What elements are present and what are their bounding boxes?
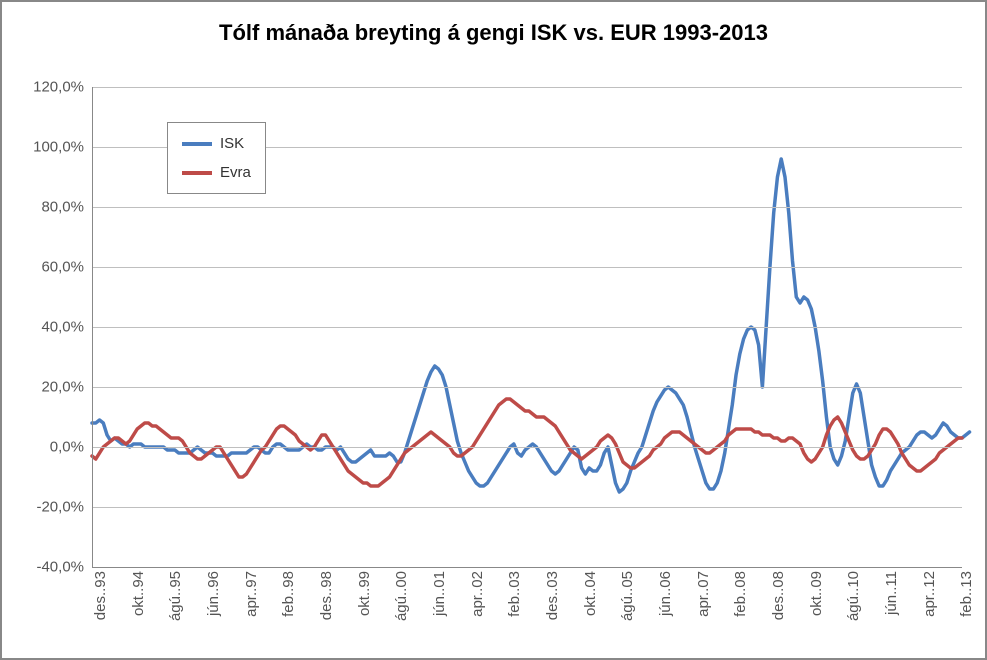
- y-tick-label: 0,0%: [50, 439, 84, 456]
- x-tick-label: okt..99: [356, 571, 373, 616]
- x-tick-label: okt..94: [130, 571, 147, 616]
- chart-frame: Tólf mánaða breyting á gengi ISK vs. EUR…: [0, 0, 987, 660]
- y-tick-label: 20,0%: [41, 379, 84, 396]
- y-tick-label: 120,0%: [33, 79, 84, 96]
- y-tick-label: -20,0%: [36, 499, 84, 516]
- x-tick-label: okt..09: [808, 571, 825, 616]
- x-tick-label: des..98: [318, 571, 335, 620]
- x-tick-label: apr..02: [469, 571, 486, 617]
- x-tick-label: jún..96: [205, 571, 222, 616]
- y-tick-label: 100,0%: [33, 139, 84, 156]
- x-tick-label: ágú..10: [845, 571, 862, 621]
- y-gridline: [92, 507, 962, 508]
- x-tick-label: ágú..95: [167, 571, 184, 621]
- x-tick-label: feb..98: [280, 571, 297, 617]
- x-tick-label: des..03: [544, 571, 561, 620]
- x-tick-label: ágú..05: [619, 571, 636, 621]
- y-axis-line: [92, 87, 93, 567]
- y-gridline: [92, 87, 962, 88]
- chart-title: Tólf mánaða breyting á gengi ISK vs. EUR…: [2, 20, 985, 46]
- x-tick-label: jún..06: [657, 571, 674, 616]
- y-tick-label: 60,0%: [41, 259, 84, 276]
- y-gridline: [92, 387, 962, 388]
- legend-label: ISK: [220, 135, 244, 152]
- legend-label: Evra: [220, 164, 251, 181]
- x-tick-label: feb..08: [732, 571, 749, 617]
- x-tick-label: apr..12: [921, 571, 938, 617]
- x-tick-label: feb..13: [958, 571, 975, 617]
- y-gridline: [92, 267, 962, 268]
- series-isk: [92, 159, 970, 492]
- legend-swatch: [182, 171, 212, 175]
- y-gridline: [92, 327, 962, 328]
- x-tick-label: okt..04: [582, 571, 599, 616]
- legend-swatch: [182, 142, 212, 146]
- x-tick-label: des..93: [92, 571, 109, 620]
- x-tick-label: apr..97: [243, 571, 260, 617]
- series-evra: [92, 399, 962, 486]
- x-tick-label: jún..01: [431, 571, 448, 616]
- y-gridline: [92, 447, 962, 448]
- legend-item: Evra: [182, 158, 251, 187]
- x-tick-label: ágú..00: [393, 571, 410, 621]
- legend-item: ISK: [182, 129, 251, 158]
- x-tick-label: des..08: [770, 571, 787, 620]
- x-tick-label: feb..03: [506, 571, 523, 617]
- legend: ISK Evra: [167, 122, 266, 194]
- y-gridline: [92, 567, 962, 568]
- y-tick-label: 40,0%: [41, 319, 84, 336]
- x-tick-label: apr..07: [695, 571, 712, 617]
- y-tick-label: -40,0%: [36, 559, 84, 576]
- x-tick-label: jún..11: [883, 571, 900, 615]
- y-tick-label: 80,0%: [41, 199, 84, 216]
- y-gridline: [92, 207, 962, 208]
